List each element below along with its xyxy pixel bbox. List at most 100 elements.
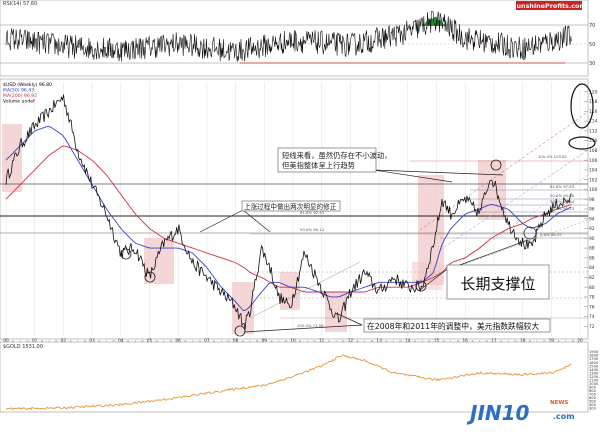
y-tick-label: 120 bbox=[589, 89, 598, 95]
x-tick-label: 06 bbox=[176, 338, 182, 343]
y-tick-label: 88 bbox=[589, 246, 595, 252]
x-minor-tick: O bbox=[428, 339, 431, 343]
x-minor-tick: J bbox=[306, 339, 308, 343]
x-minor-tick: O bbox=[256, 339, 259, 343]
x-minor-tick: O bbox=[84, 339, 87, 343]
x-minor-tick: A bbox=[156, 339, 159, 343]
x-tick-label: 17 bbox=[491, 338, 497, 343]
y-tick-label: 106 bbox=[589, 158, 598, 164]
x-minor-tick: O bbox=[399, 339, 402, 343]
rsi-panel: RSI(14) 57.60 70 50 30 SunshineProfits.c… bbox=[0, 0, 595, 77]
annotation-long-term-support-text: 长期支撑位 bbox=[460, 275, 535, 293]
x-minor-tick: J bbox=[277, 339, 279, 343]
gold-y-tick-label: 400 bbox=[589, 403, 597, 407]
fib-label: 61.8% 97.53 bbox=[550, 184, 575, 189]
gold-y-tick-label: 1300 bbox=[589, 371, 599, 375]
x-minor-tick: O bbox=[227, 339, 230, 343]
sunshine-logo-text: SunshineProfits.com bbox=[512, 2, 587, 10]
x-tick-label: 01 bbox=[32, 338, 38, 343]
x-minor-tick: A bbox=[328, 339, 331, 343]
y-tick-label: 78 bbox=[589, 295, 595, 301]
x-tick-label: 20 bbox=[577, 338, 583, 343]
x-minor-tick: A bbox=[12, 339, 15, 343]
x-minor-tick: J bbox=[105, 339, 107, 343]
fib-label: 61.8% 92.43 bbox=[300, 210, 325, 215]
legend-entry: $USD (Weekly) 96.80 bbox=[3, 82, 52, 88]
x-minor-tick: J bbox=[19, 339, 21, 343]
y-tick-label: 98 bbox=[589, 197, 595, 203]
y-tick-label: 96 bbox=[589, 207, 595, 213]
x-minor-tick: J bbox=[335, 339, 337, 343]
x-minor-tick: O bbox=[543, 339, 546, 343]
y-tick-label: 74 bbox=[589, 314, 595, 320]
x-minor-tick: O bbox=[285, 339, 288, 343]
x-tick-label: 04 bbox=[118, 338, 124, 343]
x-minor-tick: A bbox=[471, 339, 474, 343]
gold-y-tick-label: 1000 bbox=[589, 382, 599, 386]
x-minor-tick: J bbox=[421, 339, 423, 343]
main-x-axis: 00 A J O 01 A J O 02 A J O 03 A J O 04 A J O 05 A J O 06 A J O 07 A J O… bbox=[3, 338, 583, 343]
x-minor-tick: A bbox=[127, 339, 130, 343]
fib-label: 100.0% 103.82 bbox=[538, 154, 568, 159]
gold-y-tick-label: 1400 bbox=[589, 368, 599, 372]
x-minor-tick: O bbox=[457, 339, 460, 343]
x-tick-label: 05 bbox=[147, 338, 153, 343]
rsi-level-30: 30 bbox=[589, 61, 595, 67]
x-tick-label: 13 bbox=[376, 338, 382, 343]
x-minor-tick: O bbox=[313, 339, 316, 343]
fib-label: 38.2% 93.64 bbox=[550, 199, 575, 204]
x-tick-label: 00 bbox=[3, 338, 9, 343]
x-tick-label: 15 bbox=[434, 338, 440, 343]
x-minor-tick: A bbox=[242, 339, 245, 343]
gold-y-axis: 1900180017001600150014001300120011001000… bbox=[589, 350, 599, 410]
fib-label: 50.0% 90.12 bbox=[300, 227, 325, 232]
x-minor-tick: J bbox=[162, 339, 164, 343]
jin10-logo-news: NEWS bbox=[550, 400, 568, 406]
x-tick-label: 10 bbox=[290, 338, 296, 343]
x-tick-label: 14 bbox=[405, 338, 411, 343]
x-minor-tick: O bbox=[170, 339, 173, 343]
usd-price-line bbox=[5, 94, 572, 330]
x-minor-tick: O bbox=[112, 339, 115, 343]
x-tick-label: 12 bbox=[348, 338, 354, 343]
x-minor-tick: O bbox=[371, 339, 374, 343]
x-tick-label: 08 bbox=[233, 338, 239, 343]
gold-y-tick-label: 700 bbox=[589, 393, 597, 397]
x-minor-tick: J bbox=[363, 339, 365, 343]
gold-y-tick-label: 1700 bbox=[589, 357, 599, 361]
fib-label: 23.6% 91.23 bbox=[550, 206, 575, 211]
x-minor-tick: J bbox=[134, 339, 136, 343]
x-minor-tick: A bbox=[41, 339, 44, 343]
target-ellipses bbox=[568, 83, 596, 150]
gold-y-tick-label: 600 bbox=[589, 396, 597, 400]
y-tick-label: 92 bbox=[589, 226, 595, 232]
y-tick-label: 110 bbox=[589, 138, 598, 144]
annotation-short-term-line2: 但美指整体呈上行趋势 bbox=[282, 161, 356, 170]
annotation-corrections: 上涨过程中做出两次明显的修正 bbox=[241, 200, 341, 212]
x-minor-tick: O bbox=[199, 339, 202, 343]
x-tick-label: 03 bbox=[89, 338, 95, 343]
annotation-short-term: 短线来看，虽然仍存在不小波动， 但美指整体呈上行趋势 bbox=[277, 147, 391, 173]
gold-price-line bbox=[5, 354, 572, 411]
y-tick-label: 104 bbox=[589, 168, 598, 174]
x-tick-label: 07 bbox=[204, 338, 210, 343]
x-minor-tick: J bbox=[449, 339, 451, 343]
gold-y-tick-label: 1200 bbox=[589, 375, 599, 379]
y-tick-label: 84 bbox=[589, 265, 595, 271]
gold-y-tick-label: 800 bbox=[589, 389, 597, 393]
legend-entry: MA(200) 96.92 bbox=[3, 93, 37, 99]
fib-label: 100.0% 71.58 bbox=[297, 323, 324, 328]
fib-label: 0.0% 88.25 bbox=[540, 232, 562, 237]
y-tick-label: 86 bbox=[589, 255, 595, 261]
x-tick-label: 09 bbox=[262, 338, 268, 343]
x-minor-tick: O bbox=[486, 339, 489, 343]
y-tick-label: 112 bbox=[589, 128, 598, 134]
rsi-level-70: 70 bbox=[589, 23, 595, 29]
y-tick-label: 80 bbox=[589, 285, 595, 291]
x-minor-tick: O bbox=[514, 339, 517, 343]
gold-y-tick-label: 1100 bbox=[589, 378, 599, 382]
y-tick-label: 90 bbox=[589, 236, 595, 242]
